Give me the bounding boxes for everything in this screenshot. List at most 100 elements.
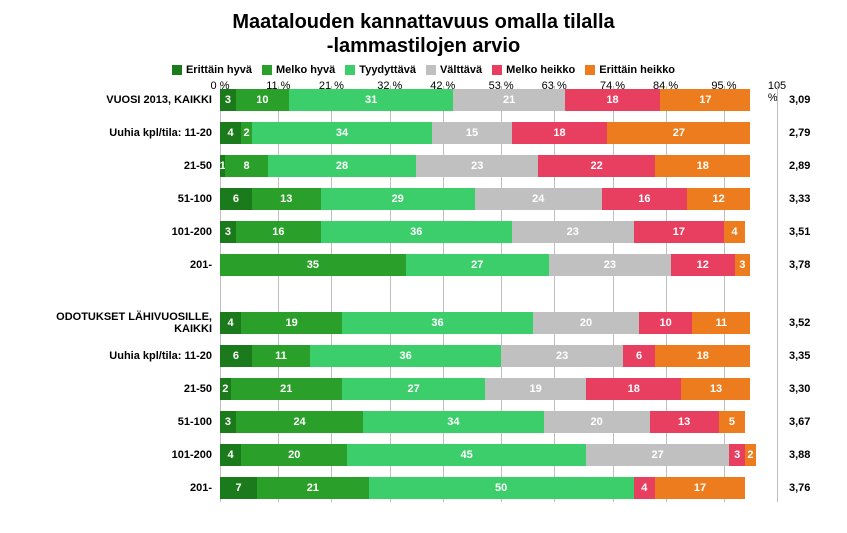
bar-segment: 36 (321, 221, 512, 243)
bar-segment: 4 (634, 477, 655, 499)
bar-area: 352723123 (220, 254, 777, 276)
bar-segment: 36 (310, 345, 501, 367)
bar-segment: 17 (655, 477, 745, 499)
legend-label: Tyydyttävä (359, 64, 416, 76)
bar-row: ODOTUKSET LÄHIVUOSILLE, KAIKKI4193620101… (20, 309, 827, 337)
title-line-1: Maatalouden kannattavuus omalla tilalla (232, 11, 614, 33)
bar-segment: 21 (257, 477, 368, 499)
bar-area: 1828232218 (220, 155, 777, 177)
bar-segment: 5 (719, 411, 746, 433)
legend-item: Melko heikko (492, 64, 575, 76)
row-score: 3,88 (777, 449, 827, 461)
bar-area: 31031211817 (220, 89, 777, 111)
row-score: 3,76 (777, 482, 827, 494)
bar-area: 72150417 (220, 477, 777, 499)
legend-item: Erittäin heikko (585, 64, 675, 76)
row-score: 3,51 (777, 226, 827, 238)
group-spacer (20, 284, 827, 304)
bar-segment: 3 (220, 221, 236, 243)
bar-segment: 16 (602, 188, 687, 210)
bar-row: VUOSI 2013, KAIKKI310312118173,09 (20, 86, 827, 114)
row-score: 3,09 (777, 94, 827, 106)
legend-swatch (426, 65, 436, 75)
legend-swatch (492, 65, 502, 75)
bar-segment: 24 (236, 411, 363, 433)
row-label: ODOTUKSET LÄHIVUOSILLE, KAIKKI (20, 311, 220, 335)
bar-segment: 50 (369, 477, 634, 499)
bar-segment: 4 (724, 221, 745, 243)
bar-segment: 21 (231, 378, 342, 400)
data-rows: VUOSI 2013, KAIKKI310312118173,09 Uuhia k… (20, 86, 827, 502)
bar-segment: 27 (342, 378, 485, 400)
bar-row: 21-5018282322182,89 (20, 152, 827, 180)
bar-segment: 21 (453, 89, 564, 111)
bar-area: 3243420135 (220, 411, 777, 433)
title-line-2: -lammastilojen arvio (327, 35, 520, 57)
bar-segment: 27 (406, 254, 549, 276)
bar-area: 3163623174 (220, 221, 777, 243)
row-label: 51-100 (20, 193, 220, 205)
bar-segment: 28 (268, 155, 417, 177)
bar-segment: 34 (252, 122, 432, 144)
row-label: 101-200 (20, 449, 220, 461)
row-label: Uuhia kpl/tila: 11-20 (20, 350, 220, 362)
bar-segment: 16 (236, 221, 321, 243)
bar-area: 6113623618 (220, 345, 777, 367)
bar-row: Uuhia kpl/tila: 11-2061136236183,35 (20, 342, 827, 370)
bar-segment: 17 (660, 89, 750, 111)
bar-segment: 10 (639, 312, 692, 334)
row-label: VUOSI 2013, KAIKKI (20, 94, 220, 106)
legend-label: Välttävä (440, 64, 482, 76)
bar-row: 201-3527231233,78 (20, 251, 827, 279)
row-label: 201- (20, 482, 220, 494)
bar-segment: 27 (607, 122, 750, 144)
row-label: 21-50 (20, 383, 220, 395)
bar-segment: 35 (220, 254, 406, 276)
legend: Erittäin hyväMelko hyväTyydyttäväVälttäv… (20, 64, 827, 76)
bar-segment: 27 (586, 444, 729, 466)
bar-segment: 18 (512, 122, 607, 144)
bar-segment: 3 (220, 89, 236, 111)
bar-segment: 11 (692, 312, 750, 334)
bar-segment: 6 (623, 345, 655, 367)
bar-segment: 4 (220, 122, 241, 144)
bar-segment: 19 (485, 378, 586, 400)
legend-label: Melko heikko (506, 64, 575, 76)
bar-segment: 13 (650, 411, 719, 433)
bar-segment: 6 (220, 345, 252, 367)
legend-item: Melko hyvä (262, 64, 335, 76)
bar-segment: 19 (241, 312, 342, 334)
bar-segment: 12 (687, 188, 751, 210)
row-score: 3,78 (777, 259, 827, 271)
bar-segment: 45 (347, 444, 586, 466)
row-score: 3,33 (777, 193, 827, 205)
bar-row: 51-10032434201353,67 (20, 408, 827, 436)
bar-segment: 3 (735, 254, 751, 276)
bar-segment: 20 (544, 411, 650, 433)
chart-title: Maatalouden kannattavuus omalla tilalla … (20, 10, 827, 58)
bar-segment: 7 (220, 477, 257, 499)
bar-segment: 2 (241, 122, 252, 144)
legend-label: Melko hyvä (276, 64, 335, 76)
bar-segment: 23 (512, 221, 634, 243)
bar-segment: 11 (252, 345, 310, 367)
bar-segment: 22 (538, 155, 655, 177)
bar-segment: 10 (236, 89, 289, 111)
bar-segment: 20 (533, 312, 639, 334)
bar-row: 101-20031636231743,51 (20, 218, 827, 246)
bar-segment: 29 (321, 188, 475, 210)
bar-segment: 17 (634, 221, 724, 243)
legend-swatch (172, 65, 182, 75)
bar-segment: 23 (416, 155, 538, 177)
chart-container: Maatalouden kannattavuus omalla tilalla … (0, 0, 847, 517)
bar-segment: 34 (363, 411, 543, 433)
row-label: 101-200 (20, 226, 220, 238)
bar-area: 41936201011 (220, 312, 777, 334)
bar-segment: 3 (220, 411, 236, 433)
bar-area: 4234151827 (220, 122, 777, 144)
legend-label: Erittäin heikko (599, 64, 675, 76)
legend-swatch (262, 65, 272, 75)
bar-row: Uuhia kpl/tila: 11-2042341518272,79 (20, 119, 827, 147)
row-score: 3,35 (777, 350, 827, 362)
bar-segment: 23 (501, 345, 623, 367)
